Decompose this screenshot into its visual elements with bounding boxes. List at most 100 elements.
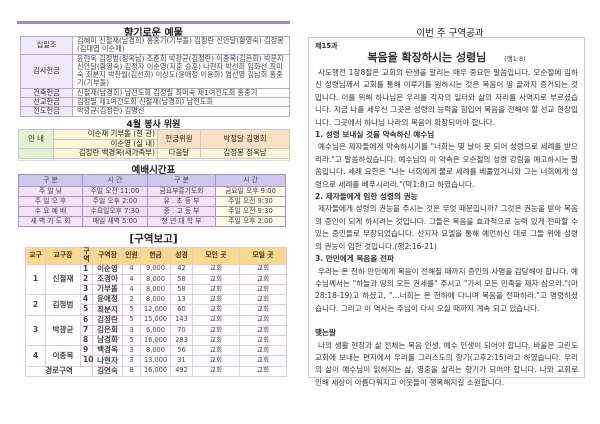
next-label: 다음달 (157, 148, 201, 159)
offering-label: 감사헌금 (20, 53, 73, 89)
district-cell: 교회 (192, 345, 240, 357)
section-body: 제자들에게 성령의 권능을 주시는 것은 무엇 때문입니까? 그것은 권능을 받… (315, 204, 578, 251)
senior-row: 경로구역 김연숙 8 16,000 492 교회 교회 (25, 365, 287, 377)
district-cell: 3 (122, 355, 141, 367)
schedule-row: 새 벽 기 도 회 매일 새벽 5:00 청 년 대 학 부 주일 오후 2:00 (18, 216, 286, 227)
schedule-cell: 주일 오후 2:00 (215, 216, 286, 227)
district-cell: 2 (80, 273, 93, 286)
district-cell: 교회 (239, 273, 287, 286)
district-cell: 교회 (192, 283, 240, 296)
service-title: 4월 봉사 위원 (126, 120, 181, 130)
schedule-cell: 청 년 대 학 부 (147, 216, 216, 227)
table-row: 3 박광균 6 김정란 5 15,000 143 교회 교회 (25, 314, 287, 347)
district-cell: 4 (80, 294, 93, 306)
offering-names: 김혜미 신철재(남경희) 홍중기(기부돌) 김정란 신안달(황영숙) 김정봉(김… (72, 36, 290, 55)
lesson-ref: (행1:8) (504, 55, 526, 63)
district-cell: 3 (122, 324, 141, 336)
offering-row: 선교헌금 김정필 제1여전도회 신철재(남경희) 남전도회 (20, 96, 290, 108)
offering-names: 김정필 제1여전도회 신철재(남경희) 남전도회 (72, 96, 290, 108)
district-cell: 교회 (192, 294, 240, 306)
schedule-cell: 주일 오전 9:30 (215, 206, 286, 217)
district-cell: 나현자 (92, 355, 123, 367)
table-row: 2 조경아 4 8,000 58 교회 교회 (26, 273, 287, 286)
offering-row: 감사헌금 윤현옥 김정범(정옥남) 조준희 박광균(김정란) 이종목(김은희) 박… (20, 53, 290, 89)
district-cell: 교회 (239, 304, 287, 316)
district-cell: 8,000 (140, 283, 171, 296)
district-cell: 교회 (239, 283, 287, 296)
offering-row: 십일조 김혜미 신철재(남경희) 홍중기(기부돌) 김정란 신안달(황영숙) 김정… (20, 36, 290, 55)
section-heading: 3. 만민에게 복음을 전파 (315, 254, 394, 264)
schedule-header-cell: 시 간 (82, 174, 148, 187)
senior-label: 경로구역 (25, 365, 93, 377)
district-cell: 윤애정 (92, 294, 123, 306)
title-bar (17, 21, 290, 24)
district-cell: 교회 (192, 355, 240, 367)
offering-members: 박정달 김명희 (200, 128, 290, 150)
district-cell: 조경아 (92, 273, 123, 286)
district-cell: 교회 (239, 314, 287, 326)
divider (17, 160, 290, 161)
district-cell: 교회 (192, 273, 240, 286)
schedule-cell: 주 일 오 후 (18, 196, 83, 207)
section-body: 우리는 온 천하 만민에게 복음이 전해질 때까지 증인의 사명을 감당해야 합… (315, 266, 578, 313)
senior-meet: 교회 (239, 365, 287, 377)
schedule-cell: 매일 새벽 5:00 (82, 216, 148, 227)
offering-label: 헌금위원 (157, 128, 201, 150)
district-cell: 13,000 (140, 355, 171, 367)
offerings-table: 십일조 김혜미 신철재(남경희) 홍중기(기부돌) 김정란 신안달(황영숙) 김정… (20, 36, 290, 117)
district-cell: 8 (80, 334, 93, 347)
district-cell: 8,000 (140, 345, 171, 357)
offering-label: 전도헌금 (20, 106, 73, 117)
schedule-title: 예배시간표 (131, 165, 176, 176)
district-cell: 12,000 (140, 304, 171, 316)
section-heading: 2. 제자들에게 임한 성령의 권능 (315, 192, 418, 202)
parish-leader: 박광균 (45, 314, 81, 347)
district-cell: 교회 (239, 263, 287, 275)
section-body: 나의 생활 현장과 삶 전체는 복음 인생, 예수 인생이 되어야 합니다. 바… (315, 340, 578, 387)
district-header-cell: 모인 곳 (192, 247, 240, 265)
parish-leader: 김정범 (45, 294, 81, 316)
district-cell: 교회 (239, 334, 287, 347)
parish-number: 4 (25, 345, 46, 367)
district-header-cell: 교구 (25, 247, 46, 265)
lesson-box: 제15과 복음을 확장하시는 성령님 (행1:8) 사도행전 1장8절은 교회의… (308, 37, 585, 387)
table-row: 5 최분지 5 12,000 60 교회 교회 (26, 304, 287, 316)
schedule-cell: 유 . 초 등 부 (147, 196, 216, 207)
district-cell: 9 (80, 345, 93, 357)
district-cell: 교회 (192, 334, 240, 347)
schedule-cell: 금요일 오후 9:00 (215, 186, 286, 197)
district-cell: 4 (122, 283, 141, 296)
district-cell: 58 (170, 273, 193, 286)
schedule-cell: 수요일오후 7:30 (82, 206, 148, 217)
offering-label: 십일조 (20, 36, 73, 55)
district-header-cell: 구역장 (92, 247, 123, 265)
district-cell: 6,000 (140, 324, 171, 336)
parish-leader: 이종목 (45, 345, 81, 367)
district-cell: 5 (122, 314, 141, 326)
district-cell: 15,000 (140, 314, 171, 326)
district-header-cell: 교구장 (45, 247, 81, 265)
district-title: [구역보고] (129, 233, 178, 245)
district-header-cell: 모일 곳 (239, 247, 287, 265)
district-cell: 283 (170, 334, 193, 347)
district-cell: 교회 (192, 263, 240, 275)
district-cell: 10 (80, 355, 93, 367)
district-cell: 9,000 (140, 263, 171, 275)
guide-3: 김정란 백경옥(새가족부) (53, 148, 158, 159)
district-cell: 2 (122, 294, 141, 306)
district-cell: 교회 (192, 304, 240, 316)
parish-leader: 신철재 (45, 263, 81, 296)
senior-count: 8 (122, 365, 141, 377)
district-cell: 최분지 (92, 304, 123, 316)
district-cell: 교회 (192, 314, 240, 326)
district-cell: 교회 (239, 294, 287, 306)
table-row: 2 김정범 4 윤애정 2 8,000 13 교회 교회 (25, 294, 287, 316)
lesson-intro: 사도행전 1장8절은 교회의 탄생을 알리는 매우 중요한 말씀입니다. 오순절… (315, 68, 578, 127)
section-body: 예수님은 제자들에게 약속하시기를 "너희는 몇 날이 못 되어 성령으로 세례… (315, 142, 578, 189)
district-cell: 교회 (239, 324, 287, 336)
offerings-title: 향기로운 예물 (124, 28, 183, 39)
table-row: 3 기부돌 4 8,000 58 교회 교회 (26, 283, 287, 296)
district-cell: 1 (80, 263, 93, 275)
